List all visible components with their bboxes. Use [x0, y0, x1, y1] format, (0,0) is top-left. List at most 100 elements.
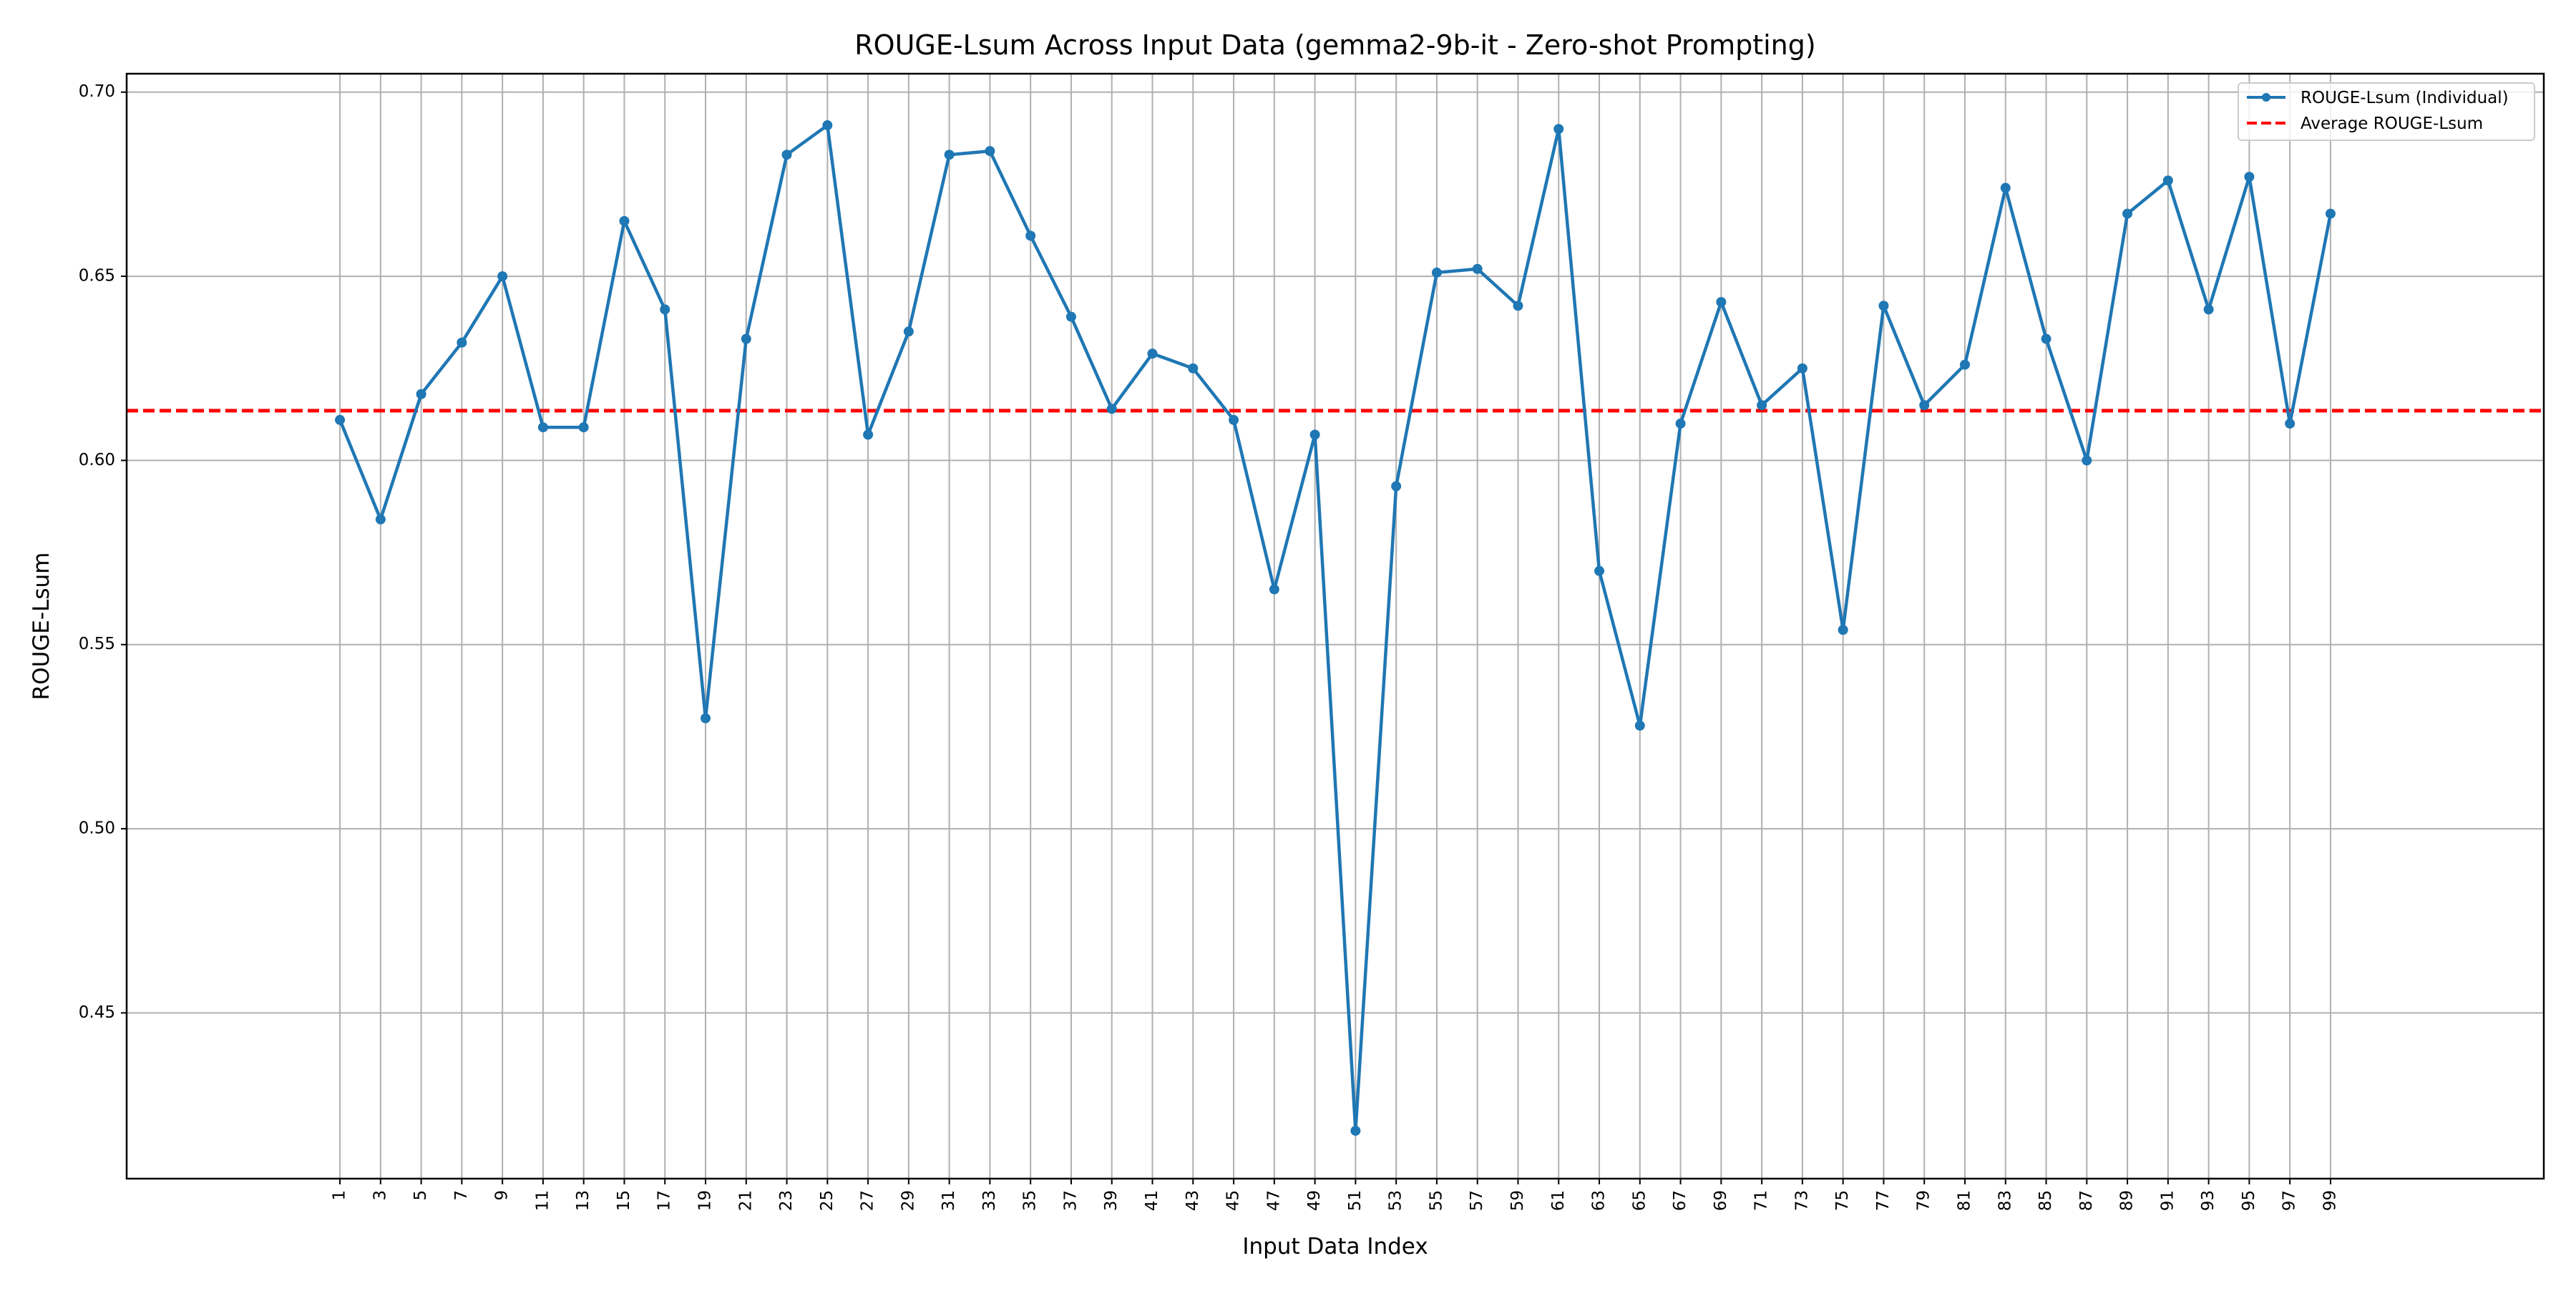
x-tick-label: 57	[1468, 1190, 1486, 1211]
grid-lines	[127, 74, 2544, 1179]
data-point	[781, 150, 792, 160]
legend: ROUGE-Lsum (Individual) Average ROUGE-Ls…	[2238, 82, 2535, 141]
x-tick-label: 17	[655, 1190, 674, 1211]
data-point	[1716, 297, 1727, 308]
y-tick-label: 0.70	[79, 82, 115, 101]
x-tick-label: 53	[1387, 1190, 1405, 1211]
plot-frame	[125, 72, 2545, 1180]
data-point	[1594, 565, 1605, 576]
data-point	[1919, 400, 1930, 411]
data-point	[2325, 208, 2336, 219]
data-point	[619, 215, 630, 226]
x-tick-label: 3	[371, 1190, 389, 1201]
data-point	[1229, 414, 1239, 425]
x-tick-label: 45	[1224, 1190, 1243, 1211]
x-tick-label: 15	[615, 1190, 633, 1211]
data-point	[1269, 584, 1279, 595]
x-tick-label: 91	[2158, 1190, 2177, 1211]
data-point	[701, 713, 711, 724]
legend-label-individual: ROUGE-Lsum (Individual)	[2301, 89, 2509, 107]
x-tick-label: 1	[331, 1190, 349, 1201]
x-tick-label: 55	[1427, 1190, 1445, 1211]
data-point	[416, 389, 426, 399]
x-tick-label: 95	[2240, 1190, 2258, 1211]
x-tick-label: 23	[777, 1190, 796, 1211]
legend-label-average: Average ROUGE-Lsum	[2301, 115, 2483, 133]
data-point	[1472, 263, 1483, 274]
data-point	[1553, 124, 1564, 135]
data-point	[1025, 230, 1036, 241]
y-tick-label: 0.65	[79, 267, 115, 286]
y-tick-label: 0.60	[79, 451, 115, 469]
data-point	[375, 514, 386, 525]
y-tick-label: 0.50	[79, 819, 115, 838]
data-point	[1634, 720, 1645, 731]
x-tick-label: 77	[1874, 1190, 1893, 1211]
x-tick-label: 47	[1264, 1190, 1283, 1211]
data-point	[1757, 400, 1767, 411]
data-point	[2162, 175, 2173, 186]
x-tick-label: 19	[696, 1190, 715, 1211]
data-point	[1106, 404, 1117, 414]
data-point	[578, 422, 589, 433]
data-point	[985, 146, 995, 157]
x-tick-label: 29	[899, 1190, 917, 1211]
x-tick-label: 31	[940, 1190, 958, 1211]
x-tick-label: 71	[1752, 1190, 1771, 1211]
data-point	[1675, 418, 1686, 429]
x-tick-label: 93	[2199, 1190, 2218, 1211]
x-tick-label: 59	[1508, 1190, 1527, 1211]
data-point	[1431, 267, 1442, 278]
x-tick-label: 83	[1996, 1190, 2014, 1211]
x-tick-label: 99	[2321, 1190, 2339, 1211]
data-point	[2041, 333, 2051, 344]
x-tick-label: 25	[818, 1190, 836, 1211]
data-point	[1350, 1126, 1361, 1136]
x-tick-label: 39	[1102, 1190, 1121, 1211]
x-tick-label: 21	[736, 1190, 755, 1211]
x-tick-label: 5	[411, 1190, 430, 1201]
x-tick-label: 75	[1833, 1190, 1852, 1211]
data-point	[1838, 625, 1848, 635]
data-point	[2285, 418, 2296, 429]
x-tick-label: 89	[2118, 1190, 2137, 1211]
data-point	[1188, 363, 1199, 374]
data-point	[944, 150, 955, 160]
legend-box	[2238, 82, 2535, 141]
data-point	[1147, 349, 1158, 359]
data-point	[1959, 359, 1970, 370]
x-tick-label: 87	[2077, 1190, 2096, 1211]
x-tick-label: 85	[2036, 1190, 2055, 1211]
data-point	[1878, 301, 1889, 311]
x-tick-label: 63	[1590, 1190, 1609, 1211]
y-tick-label: 0.45	[79, 1003, 115, 1022]
x-tick-label: 33	[980, 1190, 999, 1211]
x-tick-label: 35	[1021, 1190, 1040, 1211]
data-point	[335, 414, 346, 425]
x-tick-label: 51	[1346, 1190, 1365, 1211]
x-tick-label: 7	[452, 1190, 471, 1201]
x-tick-label: 49	[1305, 1190, 1324, 1211]
x-tick-label: 61	[1549, 1190, 1568, 1211]
data-point	[2082, 455, 2092, 466]
series-layer	[335, 120, 2336, 1136]
data-point	[537, 422, 548, 433]
data-point	[903, 326, 914, 337]
data-point	[741, 333, 751, 344]
x-tick-label: 37	[1061, 1190, 1080, 1211]
data-point	[1797, 363, 1807, 374]
x-tick-label: 81	[1955, 1190, 1974, 1211]
x-tick-label: 43	[1184, 1190, 1202, 1211]
y-tick-label: 0.55	[79, 635, 115, 653]
x-axis-label: Input Data Index	[1242, 1234, 1428, 1260]
x-tick-label: 13	[574, 1190, 592, 1211]
data-point	[2122, 208, 2133, 219]
x-tick-label: 67	[1671, 1190, 1689, 1211]
data-point	[457, 337, 467, 348]
x-tick-label: 65	[1630, 1190, 1649, 1211]
x-tick-label: 79	[1915, 1190, 1933, 1211]
data-point	[2000, 182, 2011, 193]
x-tick-label: 11	[533, 1190, 552, 1211]
